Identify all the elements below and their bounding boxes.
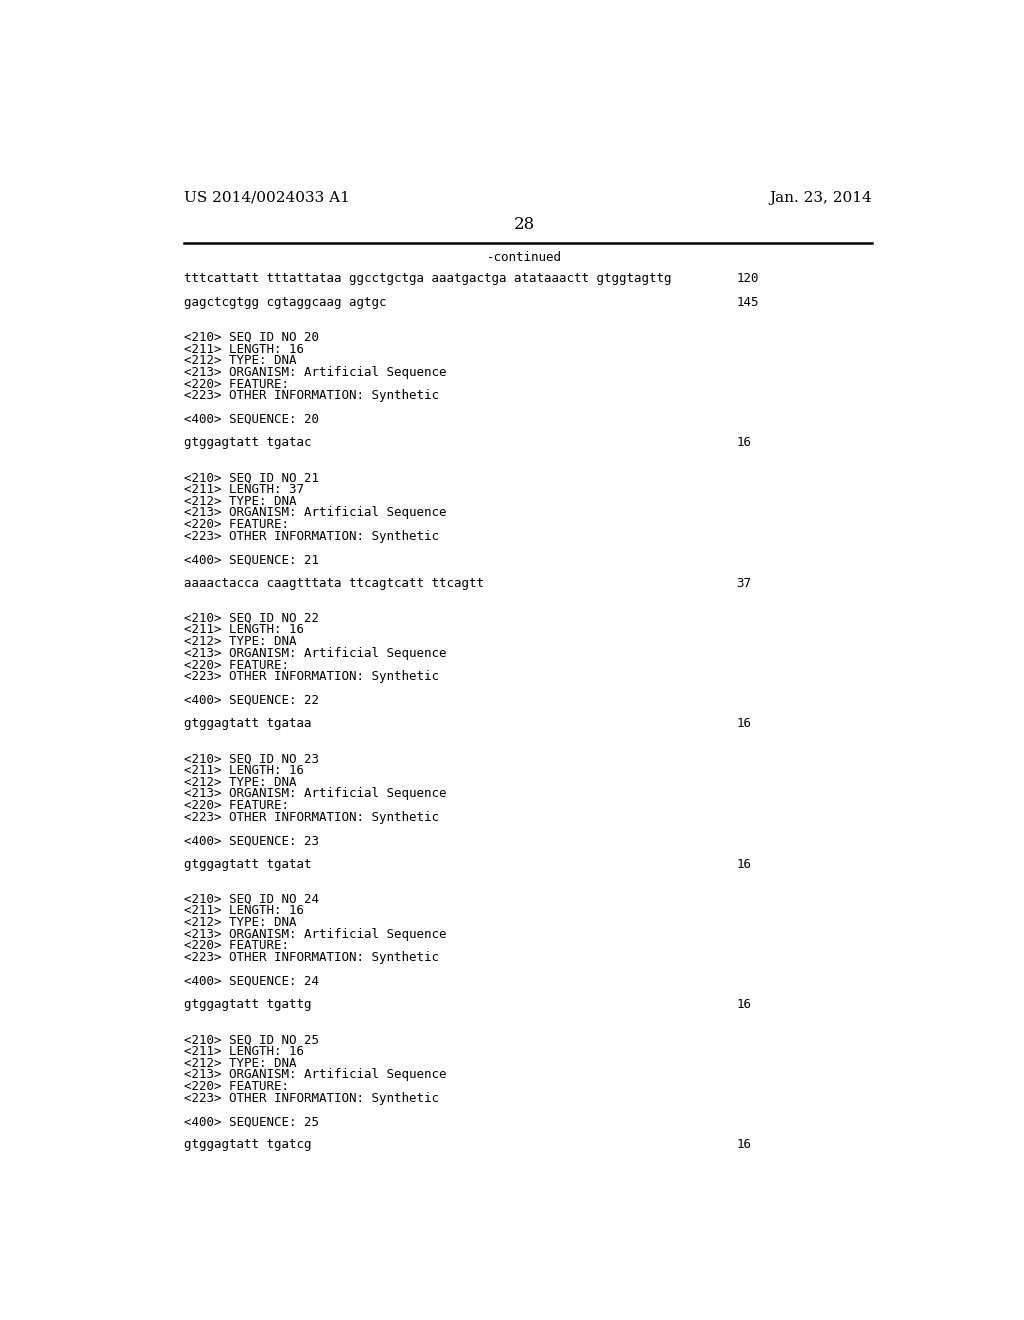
Text: <223> OTHER INFORMATION: Synthetic: <223> OTHER INFORMATION: Synthetic bbox=[183, 529, 439, 543]
Text: <213> ORGANISM: Artificial Sequence: <213> ORGANISM: Artificial Sequence bbox=[183, 787, 446, 800]
Text: <213> ORGANISM: Artificial Sequence: <213> ORGANISM: Artificial Sequence bbox=[183, 366, 446, 379]
Text: Jan. 23, 2014: Jan. 23, 2014 bbox=[769, 191, 872, 205]
Text: <210> SEQ ID NO 25: <210> SEQ ID NO 25 bbox=[183, 1034, 318, 1047]
Text: <212> TYPE: DNA: <212> TYPE: DNA bbox=[183, 776, 296, 788]
Text: gtggagtatt tgataa: gtggagtatt tgataa bbox=[183, 717, 311, 730]
Text: gtggagtatt tgatcg: gtggagtatt tgatcg bbox=[183, 1138, 311, 1151]
Text: <400> SEQUENCE: 20: <400> SEQUENCE: 20 bbox=[183, 413, 318, 426]
Text: <211> LENGTH: 16: <211> LENGTH: 16 bbox=[183, 904, 304, 917]
Text: <223> OTHER INFORMATION: Synthetic: <223> OTHER INFORMATION: Synthetic bbox=[183, 671, 439, 684]
Text: <210> SEQ ID NO 24: <210> SEQ ID NO 24 bbox=[183, 892, 318, 906]
Text: <400> SEQUENCE: 24: <400> SEQUENCE: 24 bbox=[183, 974, 318, 987]
Text: <223> OTHER INFORMATION: Synthetic: <223> OTHER INFORMATION: Synthetic bbox=[183, 810, 439, 824]
Text: gtggagtatt tgatat: gtggagtatt tgatat bbox=[183, 858, 311, 871]
Text: <211> LENGTH: 37: <211> LENGTH: 37 bbox=[183, 483, 304, 496]
Text: <210> SEQ ID NO 21: <210> SEQ ID NO 21 bbox=[183, 471, 318, 484]
Text: <220> FEATURE:: <220> FEATURE: bbox=[183, 1080, 289, 1093]
Text: <213> ORGANISM: Artificial Sequence: <213> ORGANISM: Artificial Sequence bbox=[183, 507, 446, 520]
Text: 16: 16 bbox=[736, 1138, 752, 1151]
Text: gagctcgtgg cgtaggcaag agtgc: gagctcgtgg cgtaggcaag agtgc bbox=[183, 296, 386, 309]
Text: <212> TYPE: DNA: <212> TYPE: DNA bbox=[183, 635, 296, 648]
Text: <400> SEQUENCE: 25: <400> SEQUENCE: 25 bbox=[183, 1115, 318, 1129]
Text: <213> ORGANISM: Artificial Sequence: <213> ORGANISM: Artificial Sequence bbox=[183, 1068, 446, 1081]
Text: US 2014/0024033 A1: US 2014/0024033 A1 bbox=[183, 191, 349, 205]
Text: <400> SEQUENCE: 22: <400> SEQUENCE: 22 bbox=[183, 694, 318, 706]
Text: <211> LENGTH: 16: <211> LENGTH: 16 bbox=[183, 343, 304, 355]
Text: <210> SEQ ID NO 23: <210> SEQ ID NO 23 bbox=[183, 752, 318, 766]
Text: gtggagtatt tgattg: gtggagtatt tgattg bbox=[183, 998, 311, 1011]
Text: <210> SEQ ID NO 22: <210> SEQ ID NO 22 bbox=[183, 611, 318, 624]
Text: <220> FEATURE:: <220> FEATURE: bbox=[183, 378, 289, 391]
Text: <223> OTHER INFORMATION: Synthetic: <223> OTHER INFORMATION: Synthetic bbox=[183, 952, 439, 964]
Text: <220> FEATURE:: <220> FEATURE: bbox=[183, 940, 289, 953]
Text: <400> SEQUENCE: 23: <400> SEQUENCE: 23 bbox=[183, 834, 318, 847]
Text: aaaactacca caagtttata ttcagtcatt ttcagtt: aaaactacca caagtttata ttcagtcatt ttcagtt bbox=[183, 577, 483, 590]
Text: <400> SEQUENCE: 21: <400> SEQUENCE: 21 bbox=[183, 553, 318, 566]
Text: <213> ORGANISM: Artificial Sequence: <213> ORGANISM: Artificial Sequence bbox=[183, 928, 446, 941]
Text: <220> FEATURE:: <220> FEATURE: bbox=[183, 659, 289, 672]
Text: <220> FEATURE:: <220> FEATURE: bbox=[183, 519, 289, 531]
Text: <210> SEQ ID NO 20: <210> SEQ ID NO 20 bbox=[183, 331, 318, 345]
Text: <223> OTHER INFORMATION: Synthetic: <223> OTHER INFORMATION: Synthetic bbox=[183, 389, 439, 403]
Text: 16: 16 bbox=[736, 858, 752, 871]
Text: <211> LENGTH: 16: <211> LENGTH: 16 bbox=[183, 764, 304, 777]
Text: 16: 16 bbox=[736, 436, 752, 449]
Text: -continued: -continued bbox=[487, 251, 562, 264]
Text: <211> LENGTH: 16: <211> LENGTH: 16 bbox=[183, 1045, 304, 1057]
Text: 120: 120 bbox=[736, 272, 759, 285]
Text: <211> LENGTH: 16: <211> LENGTH: 16 bbox=[183, 623, 304, 636]
Text: <212> TYPE: DNA: <212> TYPE: DNA bbox=[183, 354, 296, 367]
Text: 16: 16 bbox=[736, 717, 752, 730]
Text: 145: 145 bbox=[736, 296, 759, 309]
Text: 16: 16 bbox=[736, 998, 752, 1011]
Text: <213> ORGANISM: Artificial Sequence: <213> ORGANISM: Artificial Sequence bbox=[183, 647, 446, 660]
Text: <220> FEATURE:: <220> FEATURE: bbox=[183, 799, 289, 812]
Text: <223> OTHER INFORMATION: Synthetic: <223> OTHER INFORMATION: Synthetic bbox=[183, 1092, 439, 1105]
Text: 28: 28 bbox=[514, 216, 536, 234]
Text: <212> TYPE: DNA: <212> TYPE: DNA bbox=[183, 916, 296, 929]
Text: 37: 37 bbox=[736, 577, 752, 590]
Text: tttcattatt tttattataa ggcctgctga aaatgactga atataaactt gtggtagttg: tttcattatt tttattataa ggcctgctga aaatgac… bbox=[183, 272, 672, 285]
Text: <212> TYPE: DNA: <212> TYPE: DNA bbox=[183, 495, 296, 508]
Text: gtggagtatt tgatac: gtggagtatt tgatac bbox=[183, 436, 311, 449]
Text: <212> TYPE: DNA: <212> TYPE: DNA bbox=[183, 1056, 296, 1069]
